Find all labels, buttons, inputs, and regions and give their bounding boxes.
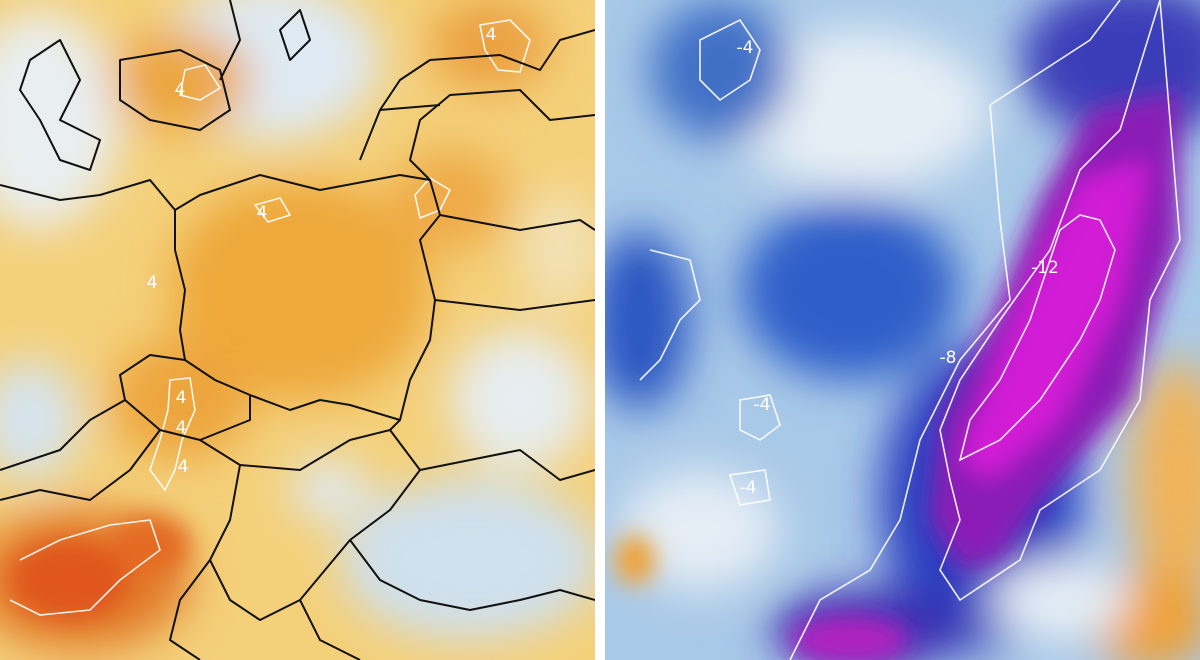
contour-label: -4 <box>754 395 771 415</box>
contour-label: -12 <box>1031 258 1059 278</box>
contour-label: 4 <box>176 388 187 408</box>
contour-label: -4 <box>737 38 754 58</box>
contour-label: 4 <box>486 25 497 45</box>
right-map <box>605 0 1200 660</box>
contour-label: 4 <box>178 457 189 477</box>
contour-label: -8 <box>940 348 957 368</box>
left-map <box>0 0 595 660</box>
contour-label: -4 <box>740 478 757 498</box>
contour-label: 4 <box>147 273 158 293</box>
contour-label: 4 <box>176 418 187 438</box>
contour-label: 4 <box>175 80 186 100</box>
contour-label: 4 <box>257 203 268 223</box>
